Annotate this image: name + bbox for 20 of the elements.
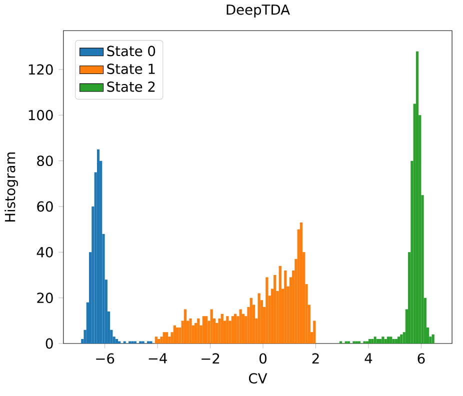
y-tick-label: 60 [37,201,53,212]
y-tick-label: 80 [37,155,53,166]
y-tick-label: 20 [37,292,53,303]
x-axis-title: CV [248,372,268,384]
y-tick-label: 100 [28,110,53,120]
legend-label: State 1 [107,63,155,74]
legend-label: State 0 [107,46,156,56]
x-tick-label: −6 [96,353,114,364]
x-tick-label: −2 [202,353,220,364]
x-tick-label: 2 [312,353,319,364]
x-tick-label: 4 [364,353,372,364]
chart-title: DeepTDA [226,4,290,18]
x-tick-label: −4 [148,353,167,364]
y-axis-title: Histogram [4,152,18,222]
x-tick-label: 6 [418,353,425,364]
y-tick-label: 40 [36,246,53,258]
x-tick-label: 0 [260,353,266,364]
y-tick-label: 120 [28,64,53,75]
legend-label: State 2 [107,81,155,92]
y-tick-label: 0 [46,338,53,349]
